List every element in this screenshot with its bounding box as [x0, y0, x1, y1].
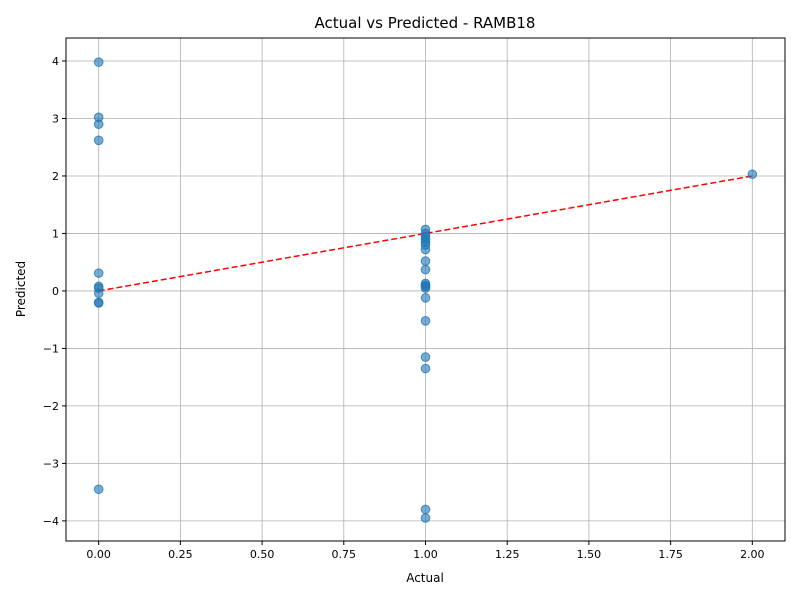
reference-line [98, 175, 753, 292]
y-tick-label: 2 [52, 170, 59, 183]
x-tick-label: 0.25 [168, 548, 193, 561]
x-tick-label: 1.50 [577, 548, 602, 561]
y-tick-label: −2 [43, 400, 59, 413]
data-point [420, 283, 431, 293]
x-tick-label: 2.00 [740, 548, 765, 561]
y-tick-label: 4 [52, 55, 59, 68]
y-axis-label: Predicted [14, 261, 28, 317]
data-point [420, 363, 431, 374]
data-point [93, 57, 104, 67]
data-point [420, 244, 431, 255]
data-point [420, 316, 431, 326]
y-tick-label: −1 [43, 342, 59, 355]
x-tick-label: 0.75 [332, 548, 357, 561]
x-axis-ticks: 0.00 0.25 0.50 0.75 1.00 1.25 1.50 1.75 2.00 [86, 541, 765, 561]
y-tick-label: 3 [52, 112, 59, 125]
data-point [93, 288, 104, 299]
x-tick-label: 0.50 [250, 548, 275, 561]
reference-line-group [98, 175, 753, 292]
x-tick-label: 0.00 [86, 548, 111, 561]
data-point [93, 484, 104, 495]
y-tick-label: −3 [43, 457, 59, 470]
data-point [420, 513, 431, 523]
y-tick-label: 1 [52, 227, 59, 240]
y-tick-label: −4 [43, 515, 59, 528]
data-point [93, 119, 104, 130]
data-point [93, 298, 104, 308]
y-tick-label: 0 [52, 285, 59, 298]
data-point [420, 264, 431, 275]
data-point [93, 135, 104, 146]
data-points [93, 57, 758, 523]
x-tick-label: 1.00 [413, 548, 438, 561]
x-axis-label: Actual [406, 571, 444, 585]
data-point [420, 352, 431, 362]
y-axis-ticks: −4 −3 −2 −1 0 1 2 3 4 [43, 55, 66, 528]
data-point [747, 169, 758, 180]
data-point [420, 293, 431, 303]
chart-title: Actual vs Predicted - RAMB18 [315, 14, 536, 32]
data-point [93, 268, 104, 278]
x-tick-label: 1.75 [658, 548, 683, 561]
x-tick-label: 1.25 [495, 548, 520, 561]
data-point [420, 504, 431, 515]
data-point [420, 256, 431, 266]
